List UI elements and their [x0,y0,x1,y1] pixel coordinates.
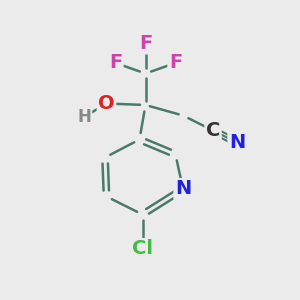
Text: H: H [77,108,91,126]
Text: N: N [175,179,191,199]
Text: F: F [109,53,122,73]
Text: N: N [229,133,245,152]
Text: Cl: Cl [132,239,153,259]
Text: O: O [98,94,115,113]
Text: F: F [169,53,182,73]
Text: F: F [139,34,152,53]
Text: C: C [206,121,220,140]
